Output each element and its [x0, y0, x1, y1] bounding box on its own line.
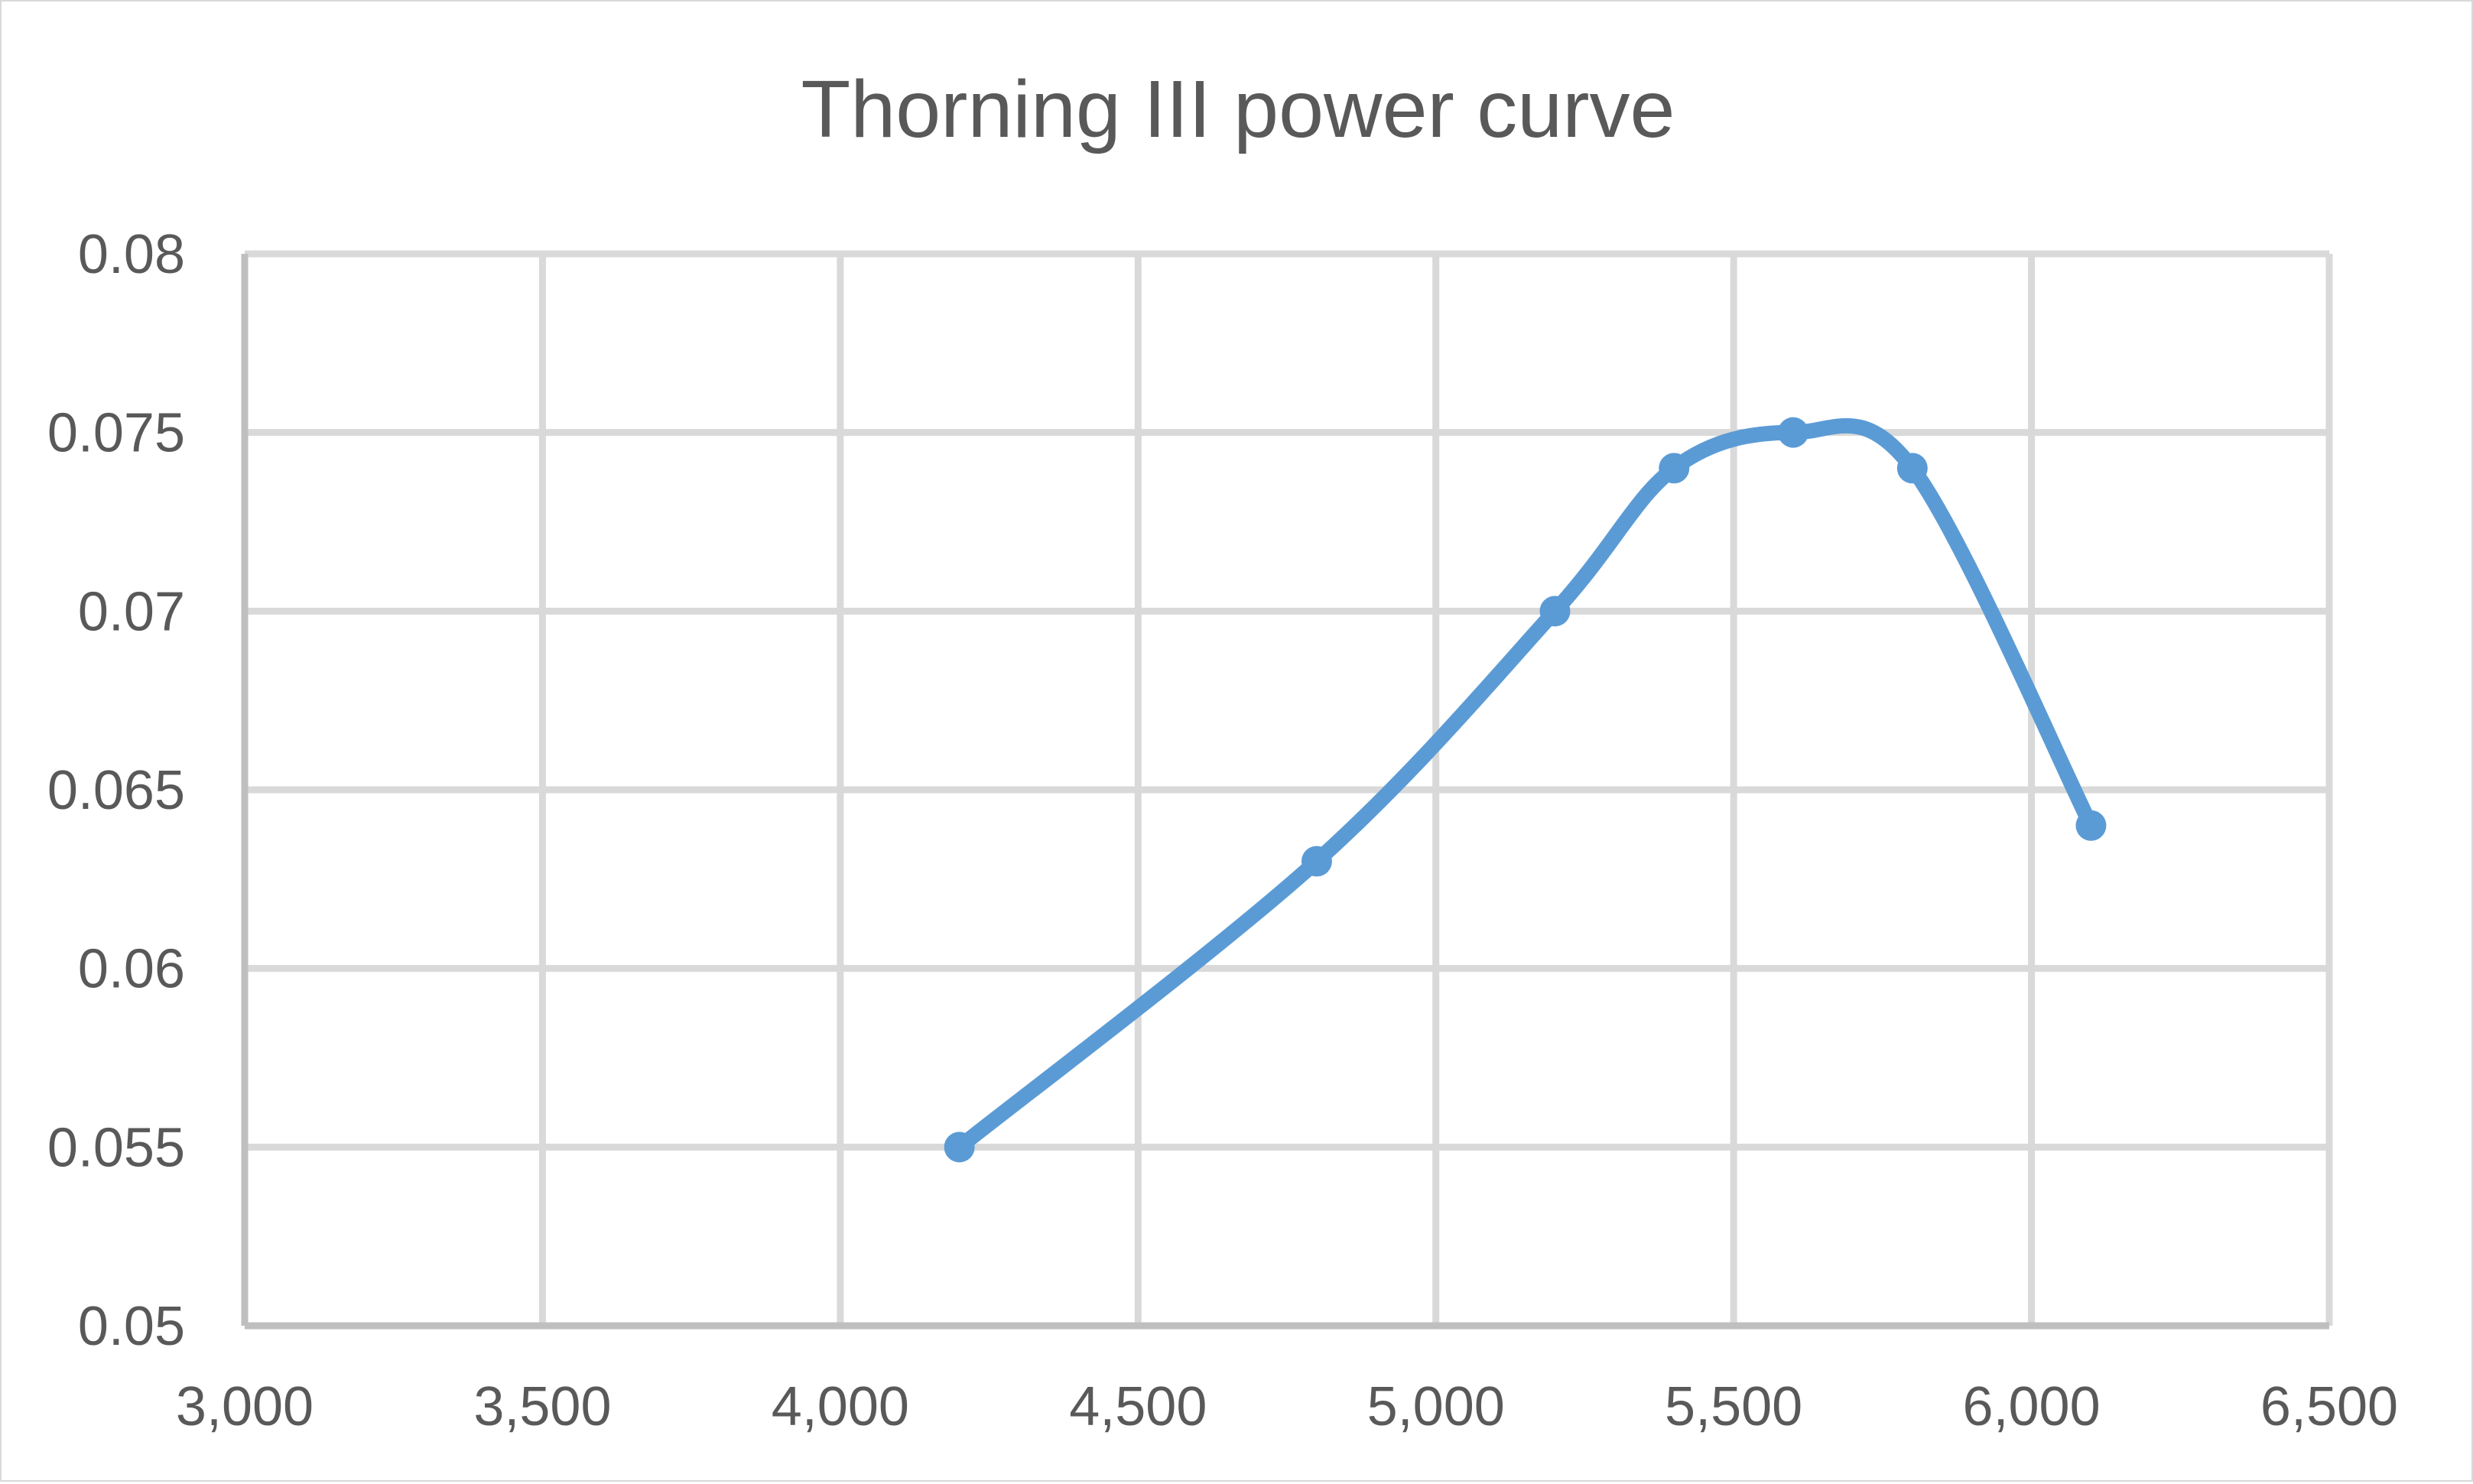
data-point	[1778, 417, 1809, 448]
y-tick-label: 0.055	[47, 1117, 185, 1178]
y-tick-label: 0.07	[78, 581, 185, 642]
x-tick-label: 3,000	[176, 1376, 314, 1437]
x-tick-label: 3,500	[473, 1376, 611, 1437]
series	[944, 417, 2107, 1163]
series-line	[951, 417, 2099, 1155]
x-tick-label: 4,500	[1069, 1376, 1207, 1437]
chart-title: Thorning III power curve	[801, 64, 1675, 154]
data-point	[1896, 453, 1928, 484]
grid	[245, 250, 2333, 1326]
data-point	[1659, 453, 1690, 484]
y-tick-label: 0.05	[78, 1296, 185, 1357]
x-tick-label: 6,000	[1962, 1376, 2100, 1437]
data-point	[2075, 810, 2107, 841]
data-point	[944, 1132, 975, 1163]
tick-labels: 3,000 3,500 4,000 4,500 5,000 5,500 6,000 6,500…	[47, 224, 2398, 1437]
y-tick-label: 0.075	[47, 403, 185, 464]
y-tick-label: 0.08	[78, 224, 185, 285]
x-tick-label: 5,500	[1665, 1376, 1802, 1437]
y-tick-label: 0.065	[47, 760, 185, 821]
x-tick-label: 4,000	[772, 1376, 909, 1437]
x-tick-label: 5,000	[1367, 1376, 1505, 1437]
data-point	[1539, 596, 1571, 627]
y-tick-label: 0.06	[78, 939, 185, 1000]
data-point	[1301, 846, 1332, 877]
x-tick-label: 6,500	[2260, 1376, 2398, 1437]
axes	[241, 254, 2329, 1330]
